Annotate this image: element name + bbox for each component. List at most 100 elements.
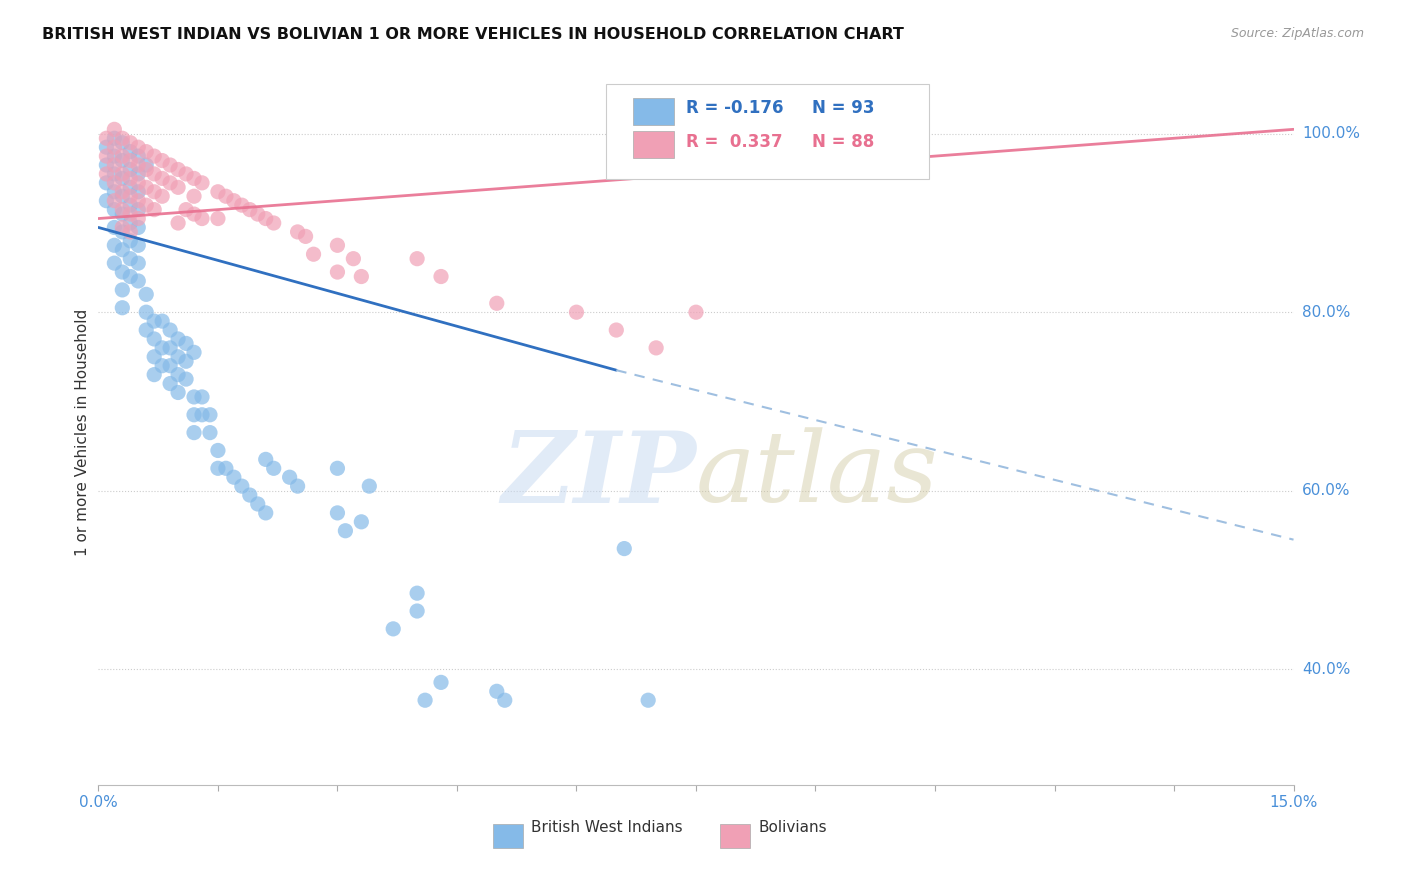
Point	[120, 145, 142, 159]
Point	[143, 149, 166, 163]
Point	[120, 207, 142, 221]
Point	[143, 202, 166, 217]
Point	[111, 225, 134, 239]
Point	[326, 506, 349, 520]
Point	[127, 185, 149, 199]
Text: British West Indians: British West Indians	[531, 820, 683, 835]
Point	[143, 185, 166, 199]
Point	[207, 461, 229, 475]
Point	[183, 425, 205, 440]
Point	[103, 167, 125, 181]
Point	[294, 229, 316, 244]
Point	[103, 158, 125, 172]
Point	[159, 359, 181, 373]
Point	[263, 461, 285, 475]
Point	[111, 153, 134, 168]
Point	[191, 408, 214, 422]
Point	[191, 176, 214, 190]
Point	[143, 332, 166, 346]
Point	[96, 167, 118, 181]
Point	[413, 693, 436, 707]
Point	[167, 180, 190, 194]
Point	[150, 341, 173, 355]
Text: Source: ZipAtlas.com: Source: ZipAtlas.com	[1230, 27, 1364, 40]
Point	[406, 604, 429, 618]
Point	[127, 256, 149, 270]
Point	[111, 185, 134, 199]
Point	[103, 220, 125, 235]
Text: 40.0%: 40.0%	[1302, 662, 1350, 676]
Point	[159, 376, 181, 391]
Point	[198, 425, 221, 440]
Point	[143, 314, 166, 328]
Bar	[494, 823, 523, 848]
Point	[254, 211, 277, 226]
Point	[174, 372, 197, 386]
Point	[143, 167, 166, 181]
Point	[159, 323, 181, 337]
Point	[120, 180, 142, 194]
Point	[406, 586, 429, 600]
Text: R = -0.176: R = -0.176	[686, 100, 785, 118]
Point	[613, 541, 636, 556]
Point	[254, 506, 277, 520]
Point	[135, 162, 157, 177]
Point	[222, 470, 245, 484]
Point	[485, 684, 508, 698]
FancyBboxPatch shape	[606, 84, 929, 179]
Point	[135, 145, 157, 159]
Point	[135, 287, 157, 301]
Point	[127, 194, 149, 208]
Point	[96, 149, 118, 163]
Point	[111, 202, 134, 217]
Point	[183, 390, 205, 404]
Point	[111, 131, 134, 145]
Point	[382, 622, 405, 636]
Point	[103, 202, 125, 217]
Point	[103, 149, 125, 163]
Point	[183, 408, 205, 422]
Point	[350, 269, 373, 284]
Point	[302, 247, 325, 261]
Point	[183, 171, 205, 186]
Point	[127, 149, 149, 163]
Point	[350, 515, 373, 529]
Point	[207, 185, 229, 199]
Point	[120, 198, 142, 212]
Point	[167, 332, 190, 346]
Point	[135, 158, 157, 172]
Point	[127, 140, 149, 154]
Point	[103, 238, 125, 252]
Point	[127, 211, 149, 226]
Point	[103, 194, 125, 208]
Point	[246, 207, 269, 221]
Point	[685, 305, 707, 319]
Point	[127, 202, 149, 217]
Point	[127, 176, 149, 190]
Point	[174, 354, 197, 368]
Point	[159, 341, 181, 355]
Point	[111, 149, 134, 163]
Text: R =  0.337: R = 0.337	[686, 133, 783, 152]
Y-axis label: 1 or more Vehicles in Household: 1 or more Vehicles in Household	[75, 309, 90, 557]
Point	[430, 675, 453, 690]
Point	[150, 189, 173, 203]
Point	[183, 345, 205, 359]
Point	[191, 390, 214, 404]
Point	[342, 252, 364, 266]
Point	[143, 350, 166, 364]
Point	[120, 189, 142, 203]
Bar	[633, 98, 675, 125]
Point	[103, 140, 125, 154]
Point	[326, 461, 349, 475]
Point	[150, 314, 173, 328]
Point	[111, 301, 134, 315]
Point	[103, 122, 125, 136]
Point	[430, 269, 453, 284]
Point	[198, 408, 221, 422]
Point	[111, 171, 134, 186]
Point	[150, 359, 173, 373]
Point	[96, 176, 118, 190]
Point	[120, 162, 142, 177]
Point	[127, 167, 149, 181]
